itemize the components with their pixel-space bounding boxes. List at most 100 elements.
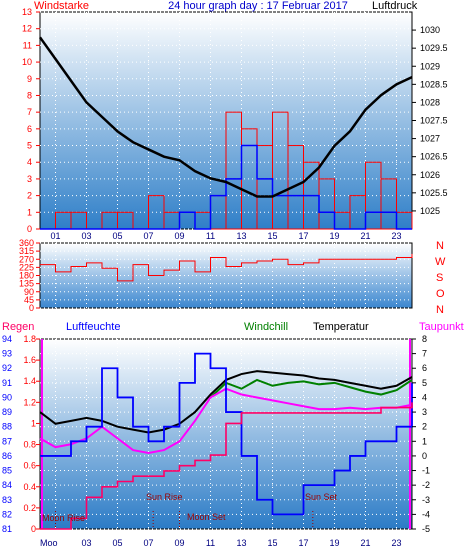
y-tick-label: 4 xyxy=(27,157,32,167)
rain-tick-label: 1 xyxy=(31,418,36,428)
x-tick-label: 23 xyxy=(391,231,401,241)
y-tick-label: 0 xyxy=(29,303,34,313)
temp-tick-label: 4 xyxy=(422,392,427,402)
y-tick-label: 1029.5 xyxy=(420,43,448,53)
y-tick-label: 315 xyxy=(19,246,34,256)
y-tick-label: 6 xyxy=(27,124,32,134)
x-tick-label: 09 xyxy=(174,231,184,241)
y-tick-label: 5 xyxy=(27,141,32,151)
temp-tick-label: -5 xyxy=(422,524,430,534)
sunset-label: Sun Set xyxy=(305,492,338,502)
temp-tick-label: 6 xyxy=(422,363,427,373)
dewpoint-label: Taupunkt xyxy=(419,321,464,333)
humidity-tick-label: 86 xyxy=(2,451,12,461)
x-tick-label: 05 xyxy=(112,538,122,548)
humidity-tick-label: 91 xyxy=(2,378,12,388)
humidity-tick-label: 90 xyxy=(2,392,12,402)
y-tick-label: 1026 xyxy=(420,170,440,180)
y-tick-label: 225 xyxy=(19,262,34,272)
x-tick-label: 17 xyxy=(298,231,308,241)
moonset-label: Moon Set xyxy=(187,512,226,522)
rain-tick-label: 0 xyxy=(31,524,36,534)
temperature-label: Temperatur xyxy=(313,321,369,333)
rain-axis-label: Regen xyxy=(2,321,34,333)
temp-tick-label: -3 xyxy=(422,495,430,505)
temp-tick-label: 7 xyxy=(422,349,427,359)
temp-tick-label: 1 xyxy=(422,436,427,446)
y-tick-label: 45 xyxy=(24,295,34,305)
temp-tick-label: 3 xyxy=(422,407,427,417)
x-tick-label: 01 xyxy=(50,231,60,241)
humidity-tick-label: 92 xyxy=(2,363,12,373)
y-tick-label: 8 xyxy=(27,90,32,100)
x-tick-label: 07 xyxy=(143,538,153,548)
humidity-tick-label: 93 xyxy=(2,349,12,359)
y-tick-label: 0 xyxy=(27,224,32,234)
dir-label-s: S xyxy=(436,272,443,284)
y-tick-label: 1027 xyxy=(420,134,440,144)
dir-label-n-bottom: N xyxy=(436,304,444,316)
x-tick-label: 19 xyxy=(329,538,339,548)
x-tick-label: 15 xyxy=(267,538,277,548)
x-tick-label: 13 xyxy=(236,538,246,548)
x-tick-label: 19 xyxy=(329,231,339,241)
rain-tick-label: 1.8 xyxy=(23,334,36,344)
y-tick-label: 1029 xyxy=(420,61,440,71)
moon-tick-label: Moo xyxy=(40,538,58,548)
y-tick-label: 13 xyxy=(22,7,32,17)
x-tick-label: 03 xyxy=(81,538,91,548)
y-tick-label: 1028.5 xyxy=(420,79,448,89)
temp-tick-label: -1 xyxy=(422,466,430,476)
y-tick-label: 90 xyxy=(24,287,34,297)
x-tick-label: 09 xyxy=(174,538,184,548)
x-tick-label: 23 xyxy=(391,538,401,548)
y-tick-label: 270 xyxy=(19,254,34,264)
x-tick-label: 03 xyxy=(81,231,91,241)
y-tick-label: 3 xyxy=(27,174,32,184)
wind-average-line xyxy=(40,144,412,230)
windchill-label: Windchill xyxy=(244,321,288,333)
wind-direction-line xyxy=(40,253,413,282)
y-tick-label: 180 xyxy=(19,271,34,281)
humidity-tick-label: 94 xyxy=(2,334,12,344)
x-tick-label: 13 xyxy=(236,231,246,241)
humidity-tick-label: 89 xyxy=(2,407,12,417)
y-tick-label: 1027.5 xyxy=(420,116,448,126)
x-tick-label: 11 xyxy=(206,231,215,241)
rain-tick-label: 1.2 xyxy=(23,397,36,407)
windchill-line xyxy=(209,378,413,399)
temp-tick-label: -4 xyxy=(422,509,430,519)
y-tick-label: 1 xyxy=(27,207,32,217)
dir-label-w: W xyxy=(435,256,446,268)
humidity-tick-label: 82 xyxy=(2,509,12,519)
humidity-tick-label: 81 xyxy=(2,524,12,534)
dir-label-o: O xyxy=(436,288,445,300)
temp-tick-label: -2 xyxy=(422,480,430,490)
rain-line xyxy=(40,402,413,530)
humidity-tick-label: 88 xyxy=(2,422,12,432)
rain-tick-label: 1.4 xyxy=(23,376,36,386)
y-tick-label: 1025.5 xyxy=(420,188,448,198)
x-tick-label: 21 xyxy=(360,538,370,548)
x-tick-label: 15 xyxy=(267,231,277,241)
x-tick-label: 07 xyxy=(143,231,153,241)
moonrise-label: Moon Rise xyxy=(42,513,85,523)
pressure-line xyxy=(38,36,413,198)
y-tick-label: 2 xyxy=(27,191,32,201)
temp-tick-label: 8 xyxy=(422,334,427,344)
x-tick-label: 21 xyxy=(360,231,370,241)
y-tick-label: 10 xyxy=(22,57,32,67)
rain-tick-label: 0.6 xyxy=(23,461,36,471)
wind-gust-bar xyxy=(380,178,397,230)
y-tick-label: 12 xyxy=(22,24,32,34)
rain-tick-label: 1.6 xyxy=(23,355,36,365)
y-tick-label: 360 xyxy=(19,238,34,248)
humidity-tick-label: 83 xyxy=(2,495,12,505)
sunrise-label: Sun Rise xyxy=(146,492,183,502)
y-tick-label: 135 xyxy=(19,279,34,289)
y-tick-label: 9 xyxy=(27,74,32,84)
temp-tick-label: 5 xyxy=(422,378,427,388)
pressure-axis-label: Luftdruck xyxy=(372,0,418,12)
humidity-tick-label: 87 xyxy=(2,436,12,446)
